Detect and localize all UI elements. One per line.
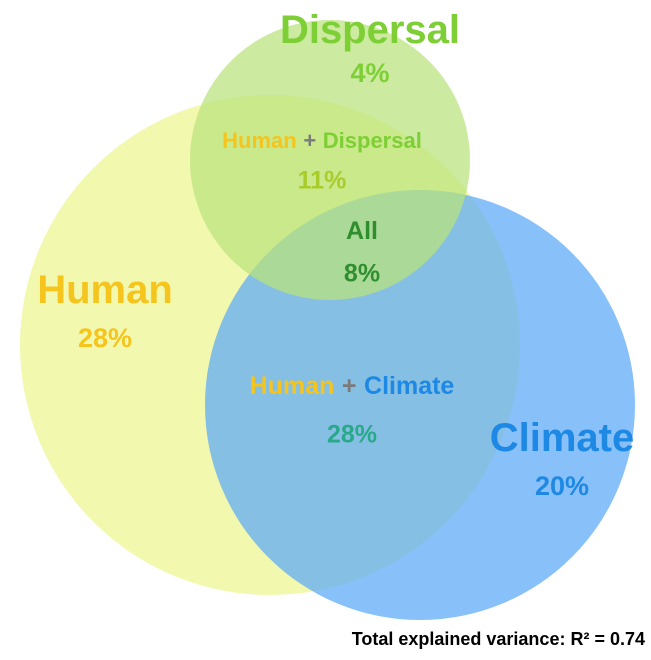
label-part: Climate	[364, 372, 454, 400]
label-part: Human	[250, 372, 335, 400]
region-value: 20%	[535, 471, 589, 501]
label-part: Dispersal	[280, 8, 460, 52]
region-value: 8%	[344, 260, 380, 288]
label-part: Dispersal	[323, 128, 422, 153]
region-label: Human	[37, 268, 173, 312]
region-value: 28%	[78, 323, 132, 353]
label-part: Human	[222, 128, 297, 153]
region-value: 4%	[350, 58, 389, 88]
region-value: 28%	[327, 421, 377, 449]
region-label: All	[346, 217, 378, 245]
label-part: Human	[37, 268, 173, 312]
note: Total explained variance: R² = 0.74	[352, 629, 645, 649]
region-label: Dispersal	[280, 8, 460, 52]
region-value: 11%	[298, 167, 347, 195]
label-part: Climate	[490, 416, 635, 460]
label-part: +	[342, 372, 357, 400]
region-label: Human + Climate	[250, 372, 455, 400]
label-part: +	[303, 128, 316, 153]
set-circle	[190, 20, 470, 300]
label-part: All	[346, 217, 378, 245]
region-label: Human + Dispersal	[222, 128, 422, 153]
region-label: Climate	[490, 416, 635, 460]
